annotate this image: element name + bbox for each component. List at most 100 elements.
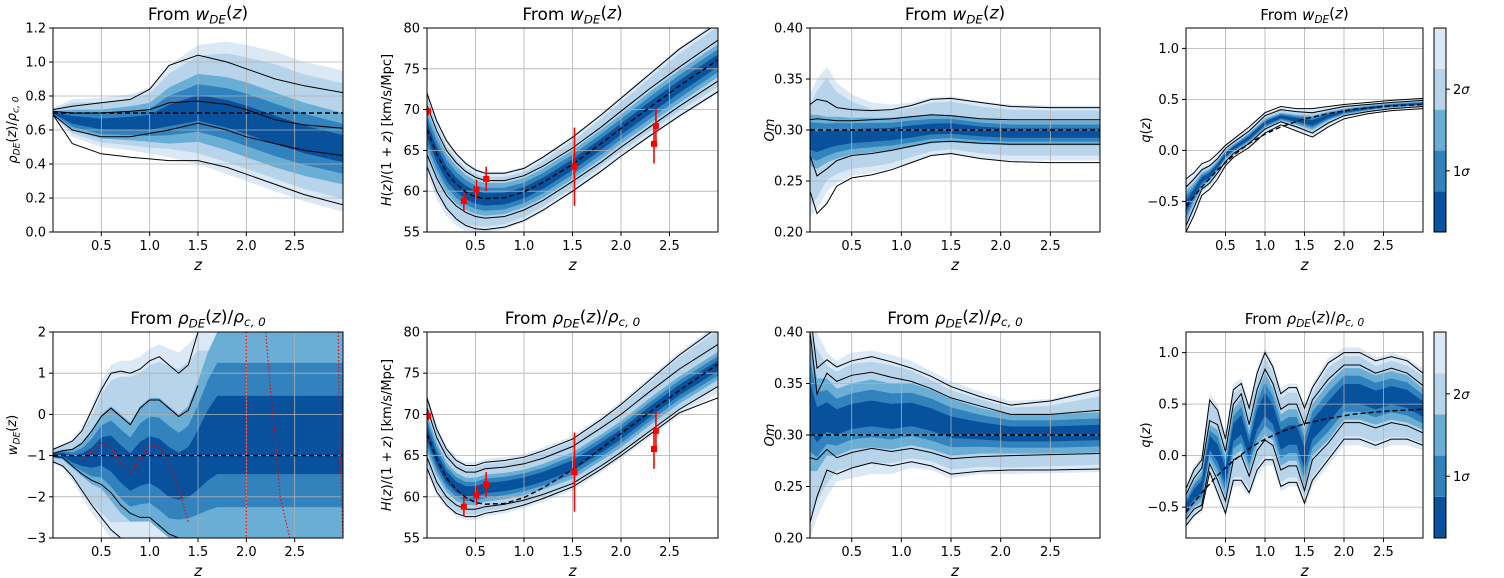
colorbar-frame [1433,331,1447,539]
data-point [460,191,467,211]
x-tick-label: 1.5 [1294,545,1315,560]
contour-line-3 [1186,351,1423,489]
contour-line-3 [1186,97,1423,180]
contour-line-0 [1186,422,1423,520]
x-tick-label: 2.5 [284,545,305,560]
x-axis-label: z [568,256,578,274]
y-tick-label: 0.8 [25,90,46,105]
y-tick-label: 60 [403,490,420,505]
y-tick-label: 70 [403,103,420,118]
x-tick-label: 0.5 [91,545,112,560]
plot-area [53,332,343,538]
y-tick-label: 0.4 [25,158,46,173]
x-tick-label: 2.5 [1040,239,1061,254]
y-tick-label: 0.40 [774,326,803,341]
colorbar-label-2sigma: 2σ [1453,83,1470,98]
x-tick-label: 1.5 [941,239,962,254]
y-tick-label: 0.6 [25,124,46,139]
data-point [650,429,657,469]
x-tick-label: 0.5 [465,545,486,560]
contour-line-1 [1186,364,1423,495]
y-tick-label: 0.40 [774,22,803,37]
x-tick-label: 0.5 [465,239,486,254]
data-point [483,166,490,192]
data-point [650,124,657,164]
y-tick-label: 1.0 [25,56,46,71]
colorbar: 1σ 2σ [1433,331,1470,539]
y-tick-label: 0.25 [774,175,803,190]
contour-line-3 [427,28,712,174]
dotted-sample-0 [81,442,189,522]
contour-line-0 [53,455,198,538]
y-tick-label: 55 [403,532,420,547]
y-tick-label: 0.25 [774,480,803,495]
colorbar-segment [1434,28,1446,69]
y-tick-label: 1.2 [25,22,46,37]
y-axis-label: wDE(z) [5,415,23,455]
colorbar-segment [1434,150,1446,192]
contour-line-0 [427,80,718,219]
data-point [571,432,578,512]
x-tick-label: 0.5 [1215,545,1236,560]
x-tick-label: 1.0 [139,239,160,254]
x-tick-label: 1.0 [514,239,535,254]
2sigma-band [1186,99,1423,232]
x-axis-label: z [950,562,960,578]
1p5sigma-band [427,28,718,227]
reference-dashed-line [1186,103,1423,207]
y-tick-label: 65 [403,449,420,464]
x-tick-label: 1.5 [562,239,583,254]
x-axis-label: z [950,256,960,274]
dotted-sample-3 [337,332,343,538]
contour-line-2 [810,152,1100,215]
data-point [473,485,480,506]
x-tick-label: 1.5 [188,545,209,560]
y-tick-label: −2 [27,490,46,505]
y-tick-label: 65 [403,144,420,159]
contour-line-0 [1186,106,1423,227]
y-tick-label: −0.5 [1147,501,1179,516]
contour-line-1 [427,343,718,473]
colorbar-segment [1434,109,1446,151]
y-tick-label: −3 [27,532,46,547]
data-point [427,107,431,116]
y-tick-label: −0.5 [1147,195,1179,210]
y-axis-label: Om [763,424,778,447]
contour-line-2 [53,461,198,538]
y-tick-label: 0.35 [774,377,803,392]
contour-line-0 [810,140,1100,177]
core-band [810,382,1100,443]
y-tick-label: 0.5 [1158,93,1179,108]
x-tick-label: 2.0 [611,239,632,254]
colorbar-segment [1434,455,1446,497]
contour-line-0 [427,385,718,510]
x-tick-label: 2.5 [1373,239,1394,254]
y-axis-label: H(z)/(1 + z) [km/s/Mpc] [380,54,395,206]
contour-line-3 [810,97,1100,112]
contour-line-2 [53,114,343,206]
panel-H_from_rho: 0.5 1.0 1.5 2.0 2.5 55 60 65 70 75 80 From ρDE(z)/ρ… [380,307,719,578]
y-tick-label: 0.2 [25,192,46,207]
data-point [427,411,431,421]
y-tick-label: 75 [403,367,420,382]
y-axis-label: q(z) [1139,117,1154,142]
contour-line-3 [812,332,1100,406]
chart-title: From ρDE(z)/ρc, 0 [130,307,265,330]
x-tick-label: 1.5 [188,239,209,254]
chart-title: From wDE(z) [522,3,622,26]
contour-line-2 [1186,108,1423,232]
y-tick-label: 0.0 [1158,449,1179,464]
x-tick-label: 1.0 [514,545,535,560]
chart-title: From ρDE(z)/ρc, 0 [1245,309,1365,331]
x-tick-label: 1.5 [1294,239,1315,254]
y-tick-label: 55 [403,226,420,241]
x-axis-label: z [193,562,203,578]
plot-area [427,28,718,232]
x-tick-label: 2.5 [659,239,680,254]
y-tick-label: 0 [38,408,46,423]
contour-line-1 [53,385,199,454]
data-point [652,107,659,145]
contour-line-3 [53,54,343,111]
contour-line-2 [810,461,1100,523]
